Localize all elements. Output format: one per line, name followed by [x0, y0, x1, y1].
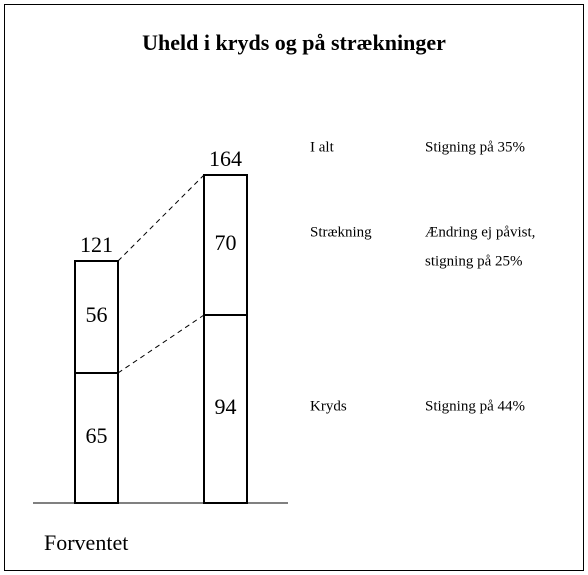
legend-label: Strækning	[310, 224, 372, 240]
x-tick-label: Forventet	[44, 530, 128, 555]
chart-title: Uheld i kryds og på strækninger	[142, 30, 446, 55]
total-label: 164	[209, 146, 242, 171]
connector	[117, 174, 205, 262]
bar-segment	[74, 260, 119, 374]
bar-segment	[74, 372, 119, 504]
bar-segment	[203, 174, 248, 316]
legend-label: Kryds	[310, 398, 347, 414]
annotation: stigning på 25%	[425, 253, 523, 269]
annotation: Ændring ej påvist,	[425, 224, 535, 240]
segment-label: 94	[215, 394, 237, 419]
bar-segment	[203, 314, 248, 504]
segment-label: 56	[86, 302, 108, 327]
legend-label: I alt	[310, 139, 335, 155]
annotation: Stigning på 44%	[425, 398, 525, 414]
segment-label: 65	[86, 423, 108, 448]
segment-label: 70	[215, 230, 237, 255]
total-label: 121	[80, 232, 113, 257]
annotation: Stigning på 35%	[425, 139, 525, 155]
